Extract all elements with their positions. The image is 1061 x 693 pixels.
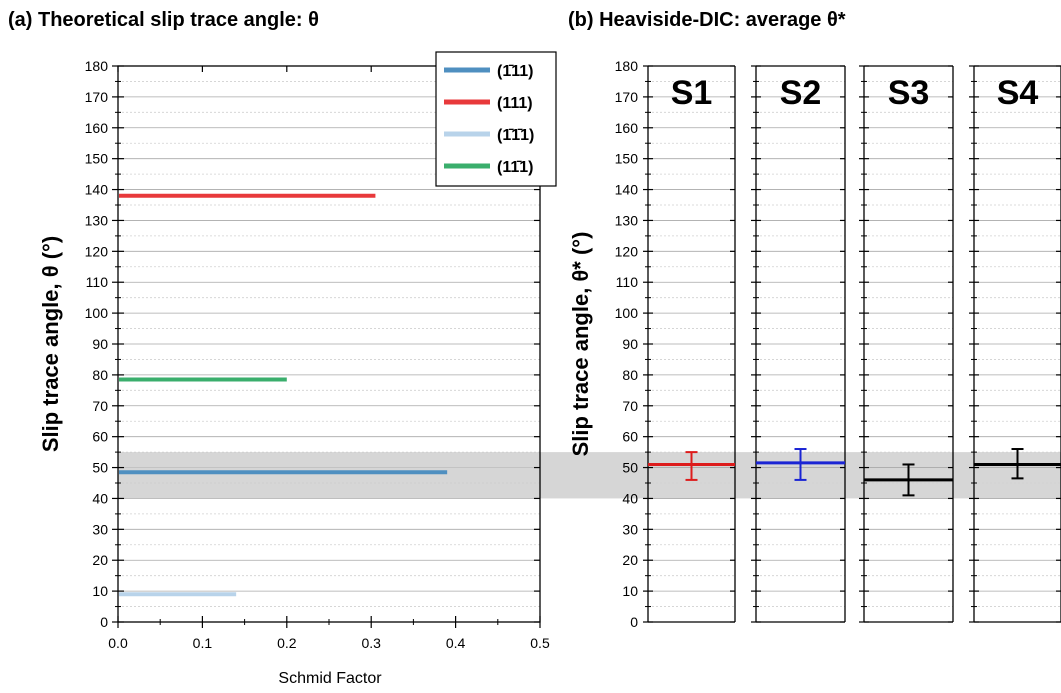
y-tick-label-b: 100 — [615, 305, 639, 321]
y-tick-label: 70 — [92, 398, 108, 414]
y-tick-label: 50 — [92, 460, 108, 476]
y-tick-label: 120 — [85, 243, 109, 259]
legend-label-3: (1̄1̄1) — [497, 127, 534, 144]
y-tick-label: 130 — [85, 212, 109, 228]
y-tick-label: 160 — [85, 120, 109, 136]
y-tick-label: 10 — [92, 583, 108, 599]
y-tick-label-b: 50 — [622, 460, 638, 476]
y-tick-label: 90 — [92, 336, 108, 352]
y-tick-label: 30 — [92, 521, 108, 537]
y-tick-label: 40 — [92, 490, 108, 506]
sample-panel-4: S4 — [969, 65, 1061, 623]
legend-label-1: (1̄11) — [497, 63, 533, 80]
y-tick-label: 20 — [92, 552, 108, 568]
shaded-band — [118, 452, 608, 499]
y-tick-label-b: 120 — [615, 243, 639, 259]
y-tick-label-b: 40 — [622, 490, 638, 506]
y-tick-label-b: 10 — [622, 583, 638, 599]
x-tick-label: 0.0 — [108, 635, 128, 651]
y-tick-label: 180 — [85, 58, 109, 74]
y-tick-label-b: 140 — [615, 182, 639, 198]
legend-label-4: (11̄1) — [497, 159, 533, 176]
sample-label-3: S3 — [888, 74, 930, 112]
y-tick-label: 80 — [92, 367, 108, 383]
sample-panel-2: S2 — [751, 65, 846, 623]
sample-label-2: S2 — [780, 74, 822, 112]
sample-panel-3: S3 — [859, 65, 954, 623]
x-tick-label: 0.3 — [361, 635, 381, 651]
legend-label-2: (111) — [497, 95, 533, 112]
y-tick-label-b: 90 — [622, 336, 638, 352]
x-tick-label: 0.2 — [277, 635, 297, 651]
y-tick-label: 0 — [100, 614, 108, 630]
y-tick-label: 60 — [92, 429, 108, 445]
y-tick-label-b: 70 — [622, 398, 638, 414]
y-tick-label: 100 — [85, 305, 109, 321]
y-tick-label-b: 0 — [630, 614, 638, 630]
y-tick-label-b: 180 — [615, 58, 639, 74]
y-tick-label-b: 170 — [615, 89, 639, 105]
panel-a-title: (a) Theoretical slip trace angle: θ — [8, 9, 319, 31]
sample-panel-1: S1 — [643, 65, 736, 623]
y-tick-label-b: 30 — [622, 521, 638, 537]
y-tick-label: 150 — [85, 151, 109, 167]
y-tick-label-b: 80 — [622, 367, 638, 383]
y-tick-label: 170 — [85, 89, 109, 105]
y-tick-label: 110 — [86, 274, 109, 290]
x-tick-label: 0.5 — [530, 635, 550, 651]
x-tick-label: 0.4 — [446, 635, 466, 651]
y-tick-label-b: 110 — [616, 274, 639, 290]
y-tick-label-b: 160 — [615, 120, 639, 136]
y-axis-label: Slip trace angle, θ (°) — [38, 236, 63, 452]
sample-label-4: S4 — [997, 74, 1039, 112]
panel-b: 0 10 20 30 40 50 60 70 80 90 100 110 120 130 140 150 160… — [568, 9, 1061, 630]
sample-label-1: S1 — [671, 74, 713, 112]
panel-a: 0 10 20 30 40 50 60 70 80 90 100 110 120 130 140 150 160… — [8, 9, 608, 687]
y-tick-label-b: 60 — [622, 429, 638, 445]
y-axis-label-b: Slip trace angle, θ* (°) — [568, 232, 593, 457]
y-tick-label-b: 150 — [615, 151, 639, 167]
x-tick-label: 0.1 — [193, 635, 213, 651]
y-tick-label-b: 20 — [622, 552, 638, 568]
x-axis-label: Schmid Factor — [278, 670, 382, 687]
legend: (1̄11) (111) (1̄1̄1) (11̄1) — [435, 51, 557, 187]
panel-b-title: (b) Heaviside-DIC: average θ* — [568, 9, 846, 31]
shaded-band-b — [608, 452, 1061, 499]
y-tick-label: 140 — [85, 182, 109, 198]
y-tick-label-b: 130 — [615, 212, 639, 228]
